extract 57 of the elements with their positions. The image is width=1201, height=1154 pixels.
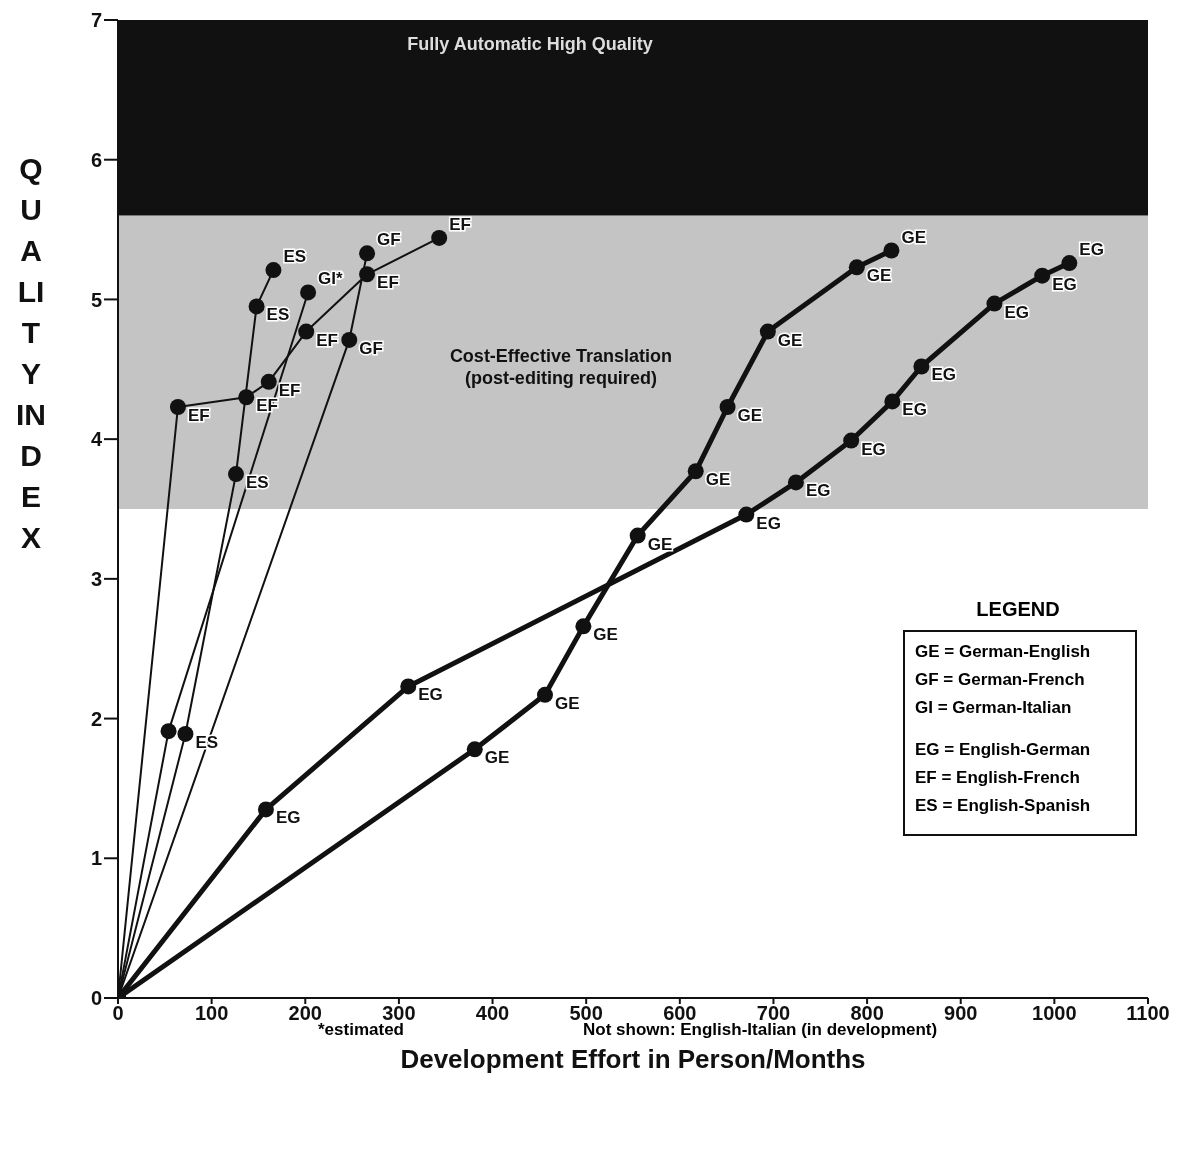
annotation: GI = German-Italian: [915, 698, 1073, 718]
y-tick-label: 6: [90, 148, 102, 171]
data-label: GF: [359, 338, 383, 358]
annotation: EF = English-French: [915, 768, 1081, 788]
x-axis-title: Development Effort in Person/Months: [400, 1044, 866, 1074]
data-label: EG: [1004, 302, 1029, 322]
data-label: EG: [275, 808, 301, 828]
data-label: GE: [484, 748, 510, 768]
band-label: Cost-Effective Translation (post-editing required): [449, 346, 672, 389]
data-label: GE: [593, 625, 618, 645]
text: QUALITY INDEX: [16, 152, 46, 554]
data-label: GI*: [318, 269, 344, 289]
y-tick-label: 4: [90, 428, 103, 451]
data-label: GE: [737, 406, 763, 426]
data-label: ES: [245, 473, 269, 493]
data-label: EF: [278, 380, 301, 400]
data-label: EG: [931, 365, 956, 385]
data-label: EF: [187, 406, 210, 426]
data-label: EG: [1052, 274, 1077, 294]
data-label: GE: [647, 534, 673, 554]
annotation: ES = English-Spanish: [915, 796, 1092, 816]
data-label: EG: [1079, 240, 1104, 260]
data-label: EF: [449, 214, 471, 234]
y-tick-label: 7: [90, 9, 102, 32]
annotation: GF = German-French: [915, 670, 1086, 690]
y-tick-label: 0: [90, 987, 102, 1010]
data-label: EG: [756, 513, 781, 533]
y-tick-label: 5: [90, 288, 102, 311]
annotation: LEGEND: [975, 598, 1061, 621]
data-label: ES: [266, 305, 290, 325]
data-label: EF: [316, 330, 338, 350]
data-label: EF: [377, 273, 399, 293]
x-tick-label: 100: [194, 1002, 229, 1025]
x-tick-label: 400: [475, 1002, 510, 1025]
text: *estimated: [318, 1020, 404, 1040]
x-tick-label: 1000: [1032, 1002, 1077, 1025]
annotation: EG = English-German: [915, 740, 1092, 760]
data-label: EG: [805, 481, 831, 501]
data-label: GE: [705, 470, 731, 490]
y-tick-label: 2: [90, 707, 102, 730]
data-label: GE: [554, 693, 580, 713]
data-label: EG: [418, 685, 443, 705]
annotation: GE = German-English: [915, 642, 1092, 662]
text: Not shown: English-Italian (in development): [583, 1020, 938, 1040]
data-label: GE: [777, 330, 803, 350]
data-label: GE: [866, 266, 892, 286]
data-label: ES: [283, 247, 307, 267]
data-label: GE: [901, 227, 926, 247]
data-label: GF: [377, 230, 401, 250]
band-label: Fully Automatic High Quality: [407, 34, 653, 54]
data-label: EG: [902, 400, 927, 420]
x-tick-label: 1100: [1126, 1002, 1170, 1025]
data-label: EG: [861, 439, 886, 459]
y-tick-label: 3: [90, 567, 102, 590]
x-tick-label: 0: [112, 1002, 124, 1025]
y-tick-label: 1: [90, 847, 102, 870]
x-tick-label: 900: [944, 1002, 978, 1025]
